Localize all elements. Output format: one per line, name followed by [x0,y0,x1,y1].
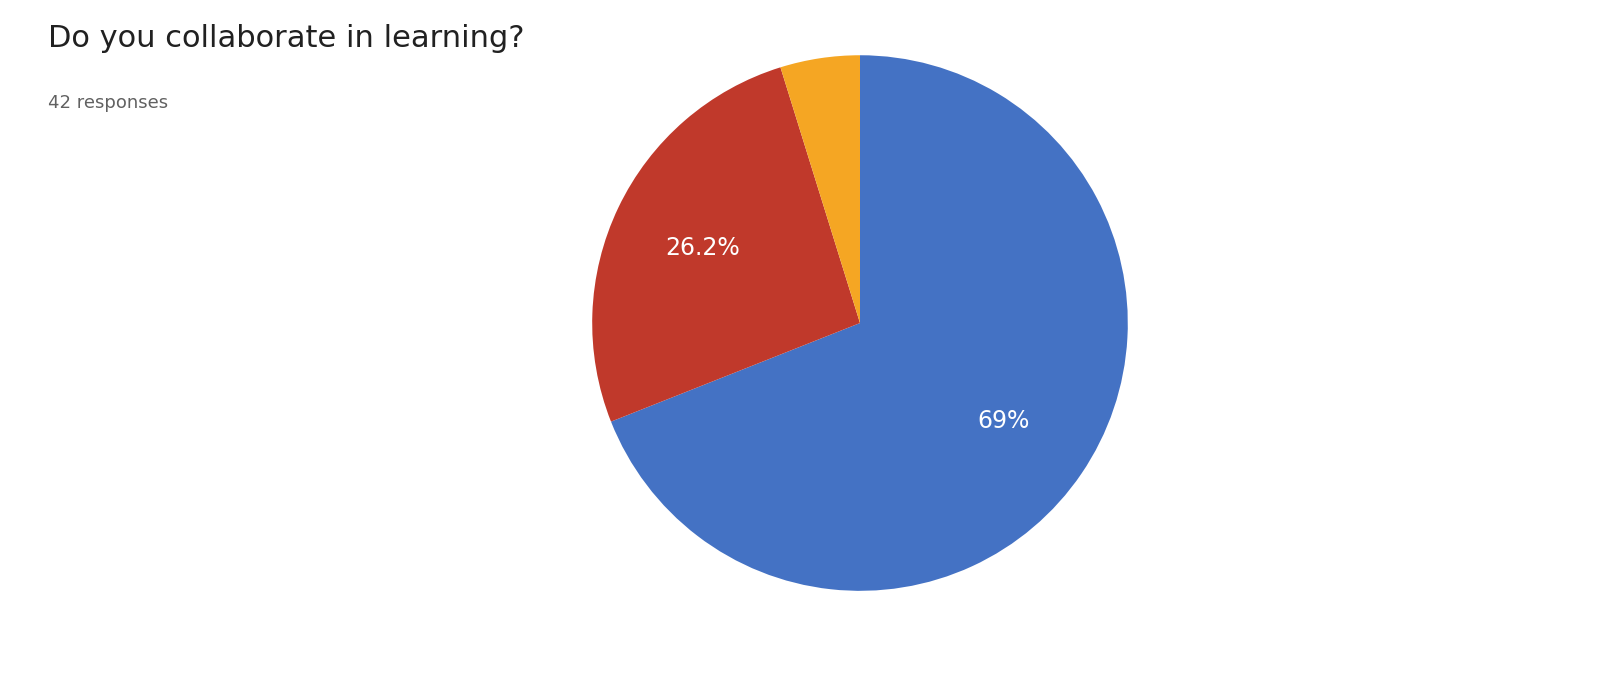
Text: 69%: 69% [978,409,1030,433]
Text: Do you collaborate in learning?: Do you collaborate in learning? [48,24,525,53]
Text: 42 responses: 42 responses [48,94,168,112]
Wedge shape [781,55,861,323]
Wedge shape [592,67,861,421]
Wedge shape [611,55,1128,591]
Text: 26.2%: 26.2% [666,236,741,260]
